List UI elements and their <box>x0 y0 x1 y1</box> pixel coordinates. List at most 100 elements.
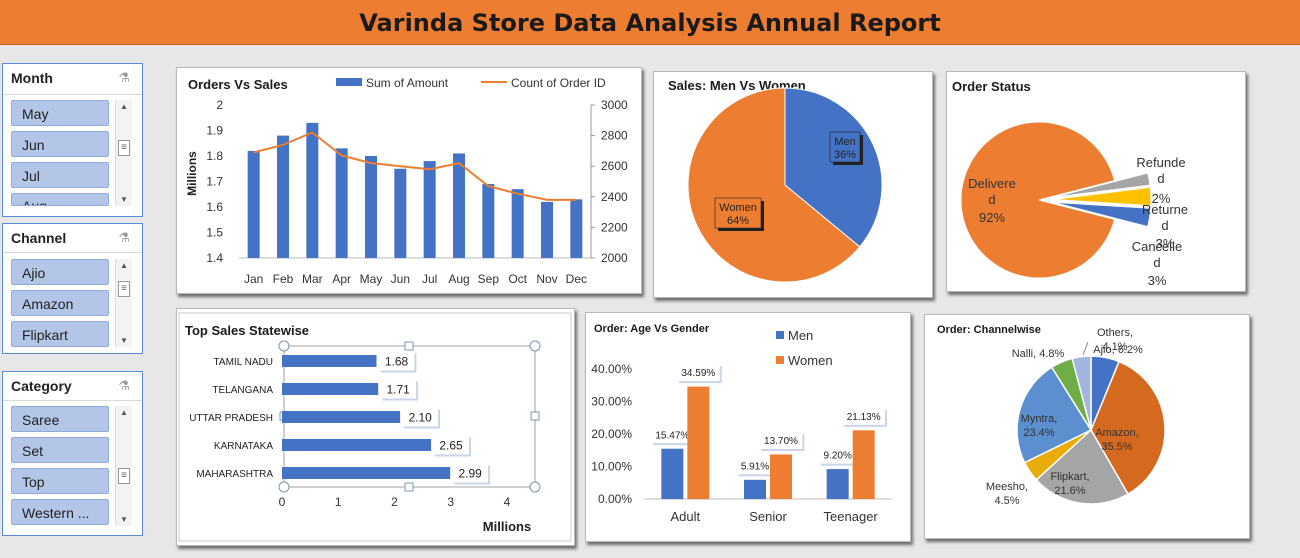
order-status-panel[interactable]: Order Status Delivere d 92% Refunde d 2% Retur… <box>946 71 1246 292</box>
slicer-item-aug[interactable]: Aug <box>11 193 109 206</box>
scroll-down-icon[interactable]: ▼ <box>120 195 128 204</box>
scroll-thumb[interactable]: ≡ <box>118 140 130 156</box>
divider <box>3 252 142 253</box>
x-tick-label: Jun <box>391 272 410 286</box>
data-label-meesho: 4.5% <box>994 495 1019 507</box>
data-label-others: 4.1% <box>1102 341 1127 353</box>
data-label-nalli: Nalli, 4.8% <box>1012 348 1065 360</box>
resize-handle <box>529 481 541 493</box>
bar-state <box>282 411 401 423</box>
scroll-down-icon[interactable]: ▼ <box>120 336 128 345</box>
data-label: 2.99 <box>459 466 483 480</box>
bar-state <box>282 383 379 395</box>
resize-handle <box>404 341 414 351</box>
filter-clear-icon[interactable]: ⚗ <box>118 230 130 245</box>
y2-tick-label: 3000 <box>601 98 628 112</box>
y-tick-label: 30.00% <box>591 395 632 409</box>
data-label-name: Returne <box>1142 202 1188 217</box>
x-tick-label: Adult <box>671 509 701 524</box>
data-label-box <box>433 435 469 455</box>
category-slicer-title: Category <box>11 378 72 394</box>
leader-line <box>1082 341 1089 356</box>
data-label-name: Cancelle <box>1132 239 1183 254</box>
pie-slice-myntra <box>1016 366 1093 464</box>
slicer-item-may[interactable]: May <box>11 100 109 126</box>
slicer-scrollbar[interactable]: ▲ ≡ ▼ <box>115 100 132 206</box>
x-tick-label: Nov <box>536 272 557 286</box>
x-tick-label: Jul <box>422 272 437 286</box>
filter-clear-icon[interactable]: ⚗ <box>118 70 130 85</box>
bar-amount <box>277 135 289 258</box>
slicer-item-flipkart[interactable]: Flipkart <box>11 321 109 347</box>
data-label-pct: 64% <box>727 215 749 227</box>
legend-swatch <box>776 331 784 339</box>
bar-state <box>282 355 377 367</box>
data-label-flipkart: 21.6% <box>1054 485 1085 497</box>
pie-slice-women <box>687 87 861 283</box>
data-label-box <box>378 351 415 371</box>
data-label-name: d <box>1153 255 1160 270</box>
top-sales-statewise-panel[interactable]: Top Sales Statewise 0 1 2 3 4 Millions TAMIL N… <box>176 308 575 546</box>
pie-slice-refunded <box>1052 172 1151 198</box>
orders-vs-sales-panel[interactable]: Orders Vs Sales Sum of Amount Count of Or… <box>176 67 642 294</box>
legend-swatch <box>776 356 784 364</box>
channel-slicer: Channel ⚗ Ajio Amazon Flipkart ▲ ≡ ▼ <box>2 223 143 354</box>
scroll-thumb[interactable]: ≡ <box>118 281 130 297</box>
slicer-item-set[interactable]: Set <box>11 437 109 463</box>
data-label-pct: 92% <box>979 210 1005 225</box>
x-tick-label: 0 <box>279 495 286 509</box>
data-label: 2.10 <box>408 410 432 424</box>
y-tick-label: 1.8 <box>206 149 223 163</box>
x-tick-label: Apr <box>332 272 351 286</box>
x-tick-label: 1 <box>335 495 342 509</box>
filter-clear-icon[interactable]: ⚗ <box>118 378 130 393</box>
scroll-up-icon[interactable]: ▲ <box>120 261 128 270</box>
slicer-item-saree[interactable]: Saree <box>11 406 109 432</box>
scroll-up-icon[interactable]: ▲ <box>120 102 128 111</box>
legend-swatch-amount <box>336 78 362 86</box>
data-label-box <box>736 457 774 475</box>
scroll-up-icon[interactable]: ▲ <box>120 408 128 417</box>
resize-handle <box>278 340 290 352</box>
data-label-pct: 36% <box>834 149 856 161</box>
x-tick-label: Jan <box>244 272 263 286</box>
data-label-amazon: Amazon, <box>1095 427 1138 439</box>
data-label-name: d <box>988 192 995 207</box>
pie-slice-men <box>784 87 883 248</box>
slicer-item-jun[interactable]: Jun <box>11 131 109 157</box>
scroll-thumb[interactable]: ≡ <box>118 468 130 484</box>
category-slicer: Category ⚗ Saree Set Top Western ... ▲ ≡… <box>2 371 143 536</box>
y-tick-label: 2 <box>216 98 223 112</box>
bar-amount <box>482 184 495 258</box>
divider <box>3 400 142 401</box>
sales-men-women-panel[interactable]: Sales: Men Vs Women Men 36% Women 64% <box>653 71 933 298</box>
y-tick-label: 1.4 <box>206 251 223 265</box>
data-label-myntra: 23.4% <box>1023 427 1054 439</box>
slicer-item-amazon[interactable]: Amazon <box>11 290 109 316</box>
slicer-item-top[interactable]: Top <box>11 468 109 494</box>
y2-tick-label: 2000 <box>601 251 628 265</box>
y-tick-label: KARNATAKA <box>214 441 273 452</box>
y-tick-label: 1.5 <box>206 226 223 240</box>
orders-vs-sales-chart: Sum of Amount Count of Order ID Millions 1.… <box>185 76 628 286</box>
y2-tick-label: 2800 <box>601 129 628 143</box>
age-vs-gender-panel[interactable]: Order: Age Vs Gender Men Women 0.00% 10.00%… <box>585 312 911 542</box>
report-title: Varinda Store Data Analysis Annual Repor… <box>359 9 941 37</box>
slicer-item-western[interactable]: Western ... <box>11 499 109 525</box>
data-label-name: Men <box>834 136 855 148</box>
y-tick-label: 1.9 <box>206 124 223 138</box>
slicer-scrollbar[interactable]: ▲ ≡ ▼ <box>115 406 132 526</box>
chart-outer-frame <box>178 312 572 542</box>
slicer-item-jul[interactable]: Jul <box>11 162 109 188</box>
data-label-name: d <box>1161 218 1168 233</box>
channelwise-panel[interactable]: Order: Channelwise Ajio, 6.2% Amazon, 35.5… <box>924 314 1250 539</box>
data-label: 1.71 <box>387 382 411 396</box>
data-label-ajio: Ajio, 6.2% <box>1093 344 1143 356</box>
scroll-down-icon[interactable]: ▼ <box>120 515 128 524</box>
data-label: 13.70% <box>764 436 798 447</box>
pie-slice-others <box>1071 355 1092 431</box>
slicer-scrollbar[interactable]: ▲ ≡ ▼ <box>115 259 132 347</box>
slicer-item-ajio[interactable]: Ajio <box>11 259 109 285</box>
y-tick-label: MAHARASHTRA <box>196 469 273 480</box>
